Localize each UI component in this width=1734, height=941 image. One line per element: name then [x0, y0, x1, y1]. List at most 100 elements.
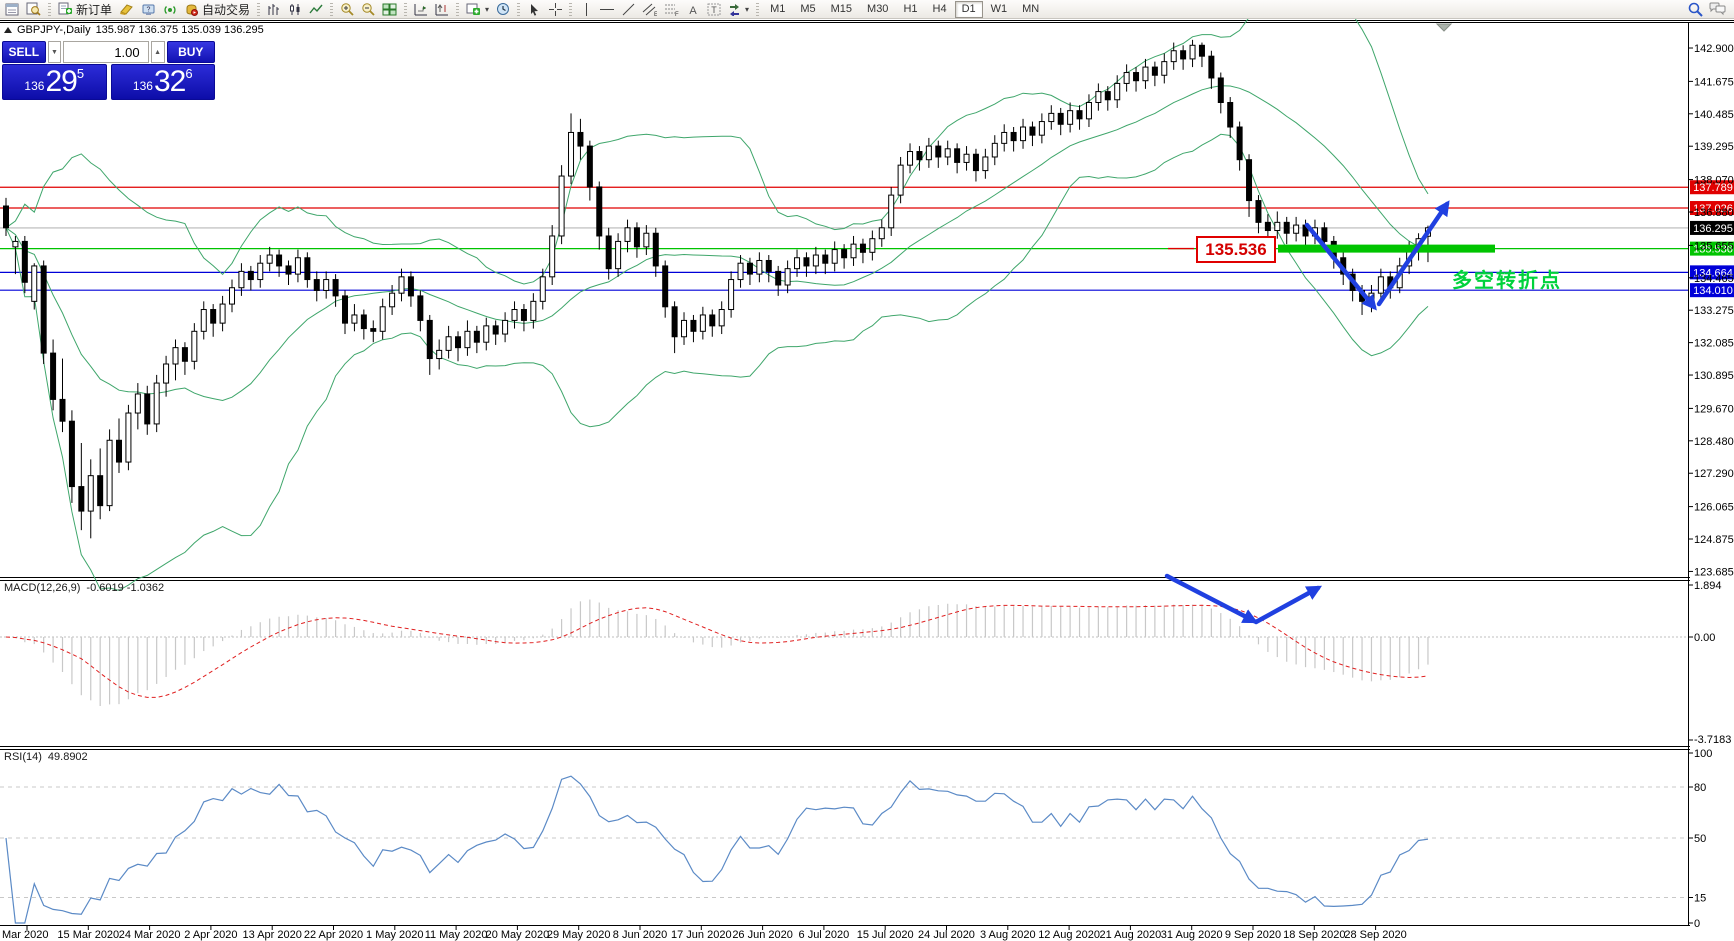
text-tool-button[interactable]: A: [683, 1, 703, 18]
arrow-objects-icon: [730, 3, 740, 16]
new-chart-button[interactable]: ▾: [463, 1, 492, 18]
metaeditor-button[interactable]: [116, 1, 137, 18]
main-toolbar: 新订单 ? 自动交易 ▾: [0, 0, 1734, 19]
buy-price-big: 32: [153, 65, 186, 98]
text-label-tool-button[interactable]: T: [704, 1, 724, 18]
svg-text:15 Jul 2020: 15 Jul 2020: [857, 929, 914, 941]
text-icon: A: [689, 5, 697, 16]
timeframe-button-m30[interactable]: M30: [867, 2, 889, 15]
crosshair-tool-button[interactable]: [545, 1, 565, 18]
chart-shift-icon: [435, 3, 449, 15]
zoom-out-button[interactable]: [358, 1, 378, 18]
tile-windows-button[interactable]: [379, 1, 400, 18]
arrow-objects-button[interactable]: ▾: [725, 1, 752, 18]
svg-text:50: 50: [1694, 833, 1706, 845]
zoom-in-button[interactable]: [337, 1, 357, 18]
svg-text:15 Mar 2020: 15 Mar 2020: [57, 929, 119, 941]
sell-button[interactable]: SELL: [2, 41, 46, 63]
tester-icon: [26, 2, 41, 16]
one-click-trading-panel: SELL ▼ 1.00 ▲ BUY 136 29 5 136 32 6: [2, 41, 216, 100]
svg-text:133.275: 133.275: [1694, 305, 1734, 317]
date-axis[interactable]: Mar 2020 15 Mar 2020 24 Mar 2020 2 Apr 2020…: [2, 926, 1407, 941]
svg-text:136.295: 136.295: [1693, 223, 1733, 235]
chart-shift-button[interactable]: [432, 1, 452, 18]
svg-text:123.685: 123.685: [1694, 566, 1734, 578]
svg-text:20 May 2020: 20 May 2020: [486, 929, 550, 941]
vertical-line-tool-button[interactable]: [576, 1, 596, 18]
rsi-title: RSI(14): [4, 751, 42, 763]
buy-price-box[interactable]: 136 32 6: [110, 64, 215, 100]
trendline-tool-button[interactable]: [618, 1, 638, 18]
trendline-icon: [622, 3, 634, 15]
svg-text:17 Jun 2020: 17 Jun 2020: [671, 929, 732, 941]
candlestick-chart-button[interactable]: [285, 1, 305, 18]
new-order-button[interactable]: 新订单: [55, 1, 115, 18]
svg-text:11 May 2020: 11 May 2020: [425, 929, 488, 941]
fibonacci-tool-button[interactable]: F: [661, 1, 682, 18]
tester-window-button[interactable]: [23, 1, 44, 18]
bollinger-bands: [5, 0, 1429, 591]
volume-increase-button[interactable]: ▲: [150, 41, 165, 63]
svg-text:80: 80: [1694, 782, 1706, 794]
terminal-window-button[interactable]: [2, 1, 22, 18]
auto-scroll-button[interactable]: [411, 1, 431, 18]
buy-button[interactable]: BUY: [166, 41, 216, 63]
svg-text:136.880: 136.880: [1694, 207, 1734, 219]
volume-input[interactable]: 1.00: [63, 41, 149, 63]
svg-text:13 Apr 2020: 13 Apr 2020: [243, 929, 302, 941]
svg-text:21 Aug 2020: 21 Aug 2020: [1100, 929, 1162, 941]
timeframe-button-m5[interactable]: M5: [800, 2, 816, 15]
svg-text:9 Sep 2020: 9 Sep 2020: [1225, 929, 1281, 941]
svg-text:138.070: 138.070: [1694, 175, 1734, 187]
svg-text:28 Sep 2020: 28 Sep 2020: [1344, 929, 1406, 941]
svg-text:26 Jun 2020: 26 Jun 2020: [732, 929, 793, 941]
bar-chart-button[interactable]: [264, 1, 284, 18]
price-level-flag[interactable]: 135.536: [1196, 236, 1276, 263]
trend-turning-point-note[interactable]: 多空转折点: [1452, 270, 1562, 292]
svg-text:137.026: 137.026: [1693, 203, 1733, 215]
timeframe-button-h4[interactable]: H4: [932, 2, 947, 15]
timeframe-button-m1[interactable]: M1: [770, 2, 786, 15]
timeframe-button-m15[interactable]: M15: [830, 2, 853, 15]
sell-price-sup: 5: [76, 66, 85, 81]
horizontal-line-tool-button[interactable]: [597, 1, 617, 18]
search-icon[interactable]: [1688, 2, 1703, 17]
svg-text:F: F: [675, 12, 679, 16]
toolbar-grip: [756, 2, 760, 16]
signals-button[interactable]: [160, 1, 180, 18]
svg-text:137.789: 137.789: [1693, 182, 1733, 194]
autotrading-button[interactable]: 自动交易: [181, 1, 253, 18]
arrow-annotations[interactable]: [1164, 200, 1450, 625]
sell-price-box[interactable]: 136 29 5: [2, 64, 107, 100]
horizontal-line-objects[interactable]: 137.789 137.026 135.536 134.664 134.010 136.2…: [0, 180, 1734, 298]
svg-text:29 May 2020: 29 May 2020: [547, 929, 611, 941]
periods-button[interactable]: [493, 1, 513, 18]
cursor-tool-button[interactable]: [524, 1, 544, 18]
candlestick-chart-icon: [290, 3, 300, 15]
svg-text:31 Aug 2020: 31 Aug 2020: [1161, 929, 1223, 941]
timeframe-button-h1[interactable]: H1: [903, 2, 918, 15]
rsi-panel: 100 80 50 15 0: [0, 748, 1712, 930]
svg-text:130.895: 130.895: [1694, 370, 1734, 382]
price-axis[interactable]: 142.900 141.675 140.485 139.295 138.070 136.8…: [1688, 43, 1734, 578]
buy-price-main: 136: [132, 79, 153, 93]
svg-text:128.480: 128.480: [1694, 436, 1734, 448]
line-chart-button[interactable]: [306, 1, 326, 18]
svg-text:134.010: 134.010: [1693, 285, 1733, 297]
vertical-line-icon: [585, 2, 587, 16]
support-zone-bar[interactable]: [1278, 244, 1495, 253]
timeframe-button-w1[interactable]: W1: [990, 2, 1008, 15]
volume-decrease-button[interactable]: ▼: [47, 41, 62, 63]
svg-text:T: T: [711, 5, 717, 15]
timeframe-button-d1[interactable]: D1: [954, 0, 983, 18]
buy-price-sup: 6: [185, 66, 193, 81]
equidistant-channel-tool-button[interactable]: E: [639, 1, 660, 18]
timeframe-button-mn[interactable]: MN: [1022, 2, 1040, 15]
chat-icon[interactable]: [1709, 2, 1726, 16]
svg-text:8 Jun 2020: 8 Jun 2020: [613, 929, 667, 941]
new-chart-icon: [466, 3, 481, 15]
svg-text:100: 100: [1694, 748, 1712, 760]
expert-advisors-button[interactable]: ?: [138, 1, 159, 18]
